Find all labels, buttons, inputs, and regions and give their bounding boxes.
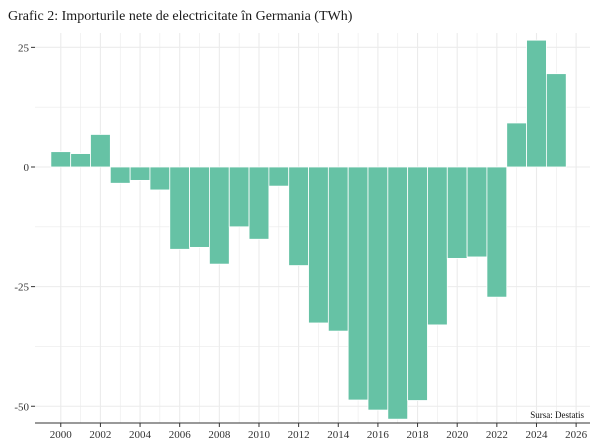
x-tick-label: 2018 — [407, 429, 430, 441]
bar-2016 — [367, 166, 389, 411]
x-tick-label: 2000 — [50, 429, 73, 441]
y-tick-label: 0 — [24, 162, 30, 174]
bar-2014 — [327, 166, 349, 332]
bar-2003 — [109, 166, 131, 184]
bar-2004 — [129, 166, 151, 181]
bar-2001 — [70, 153, 91, 168]
bar-2013 — [308, 166, 329, 324]
bar-2008 — [209, 166, 230, 265]
x-tick-label: 2002 — [89, 429, 111, 441]
bar-2011 — [268, 166, 290, 187]
bar-2021 — [466, 166, 488, 258]
x-tick-label: 2024 — [525, 429, 548, 441]
bar-2019 — [427, 166, 448, 326]
y-tick-label: -50 — [14, 401, 29, 413]
y-tick-label: 25 — [18, 42, 30, 54]
x-tick-label: 2008 — [208, 429, 231, 441]
bar-2017 — [387, 166, 409, 420]
bar-2002 — [90, 134, 111, 168]
bar-series — [50, 39, 567, 420]
bar-2024 — [526, 39, 547, 168]
bar-2022 — [486, 166, 508, 298]
bar-2005 — [149, 166, 171, 191]
bar-2018 — [407, 166, 428, 401]
bar-2006 — [169, 166, 191, 250]
x-tick-label: 2016 — [367, 429, 390, 441]
x-tick-label: 2022 — [486, 429, 508, 441]
bar-2000 — [50, 151, 72, 168]
bar-2007 — [189, 166, 210, 248]
x-tick-label: 2010 — [248, 429, 271, 441]
x-tick-label: 2026 — [565, 429, 588, 441]
x-tick-label: 2014 — [327, 429, 350, 441]
bar-2025 — [545, 73, 567, 168]
source-note: Sursa: Destatis — [530, 410, 584, 420]
y-tick-labels: 25 0 -25 -50 — [14, 42, 35, 413]
bar-2020 — [446, 166, 468, 259]
bar-2023 — [506, 122, 527, 168]
chart-title: Grafic 2: Importurile nete de electricit… — [8, 9, 353, 24]
x-tick-label: 2004 — [129, 429, 152, 441]
bar-2009 — [228, 166, 250, 228]
bar-2010 — [248, 166, 270, 240]
y-tick-label: -25 — [14, 282, 29, 294]
bar-2012 — [288, 166, 309, 266]
x-tick-label: 2006 — [169, 429, 192, 441]
x-tick-label: 2020 — [446, 429, 469, 441]
bar-2015 — [347, 166, 369, 401]
x-tick-label: 2012 — [288, 429, 310, 441]
x-tick-labels: 2000 2002 2004 2006 2008 2010 2012 2014 2016 2018… — [50, 423, 588, 441]
